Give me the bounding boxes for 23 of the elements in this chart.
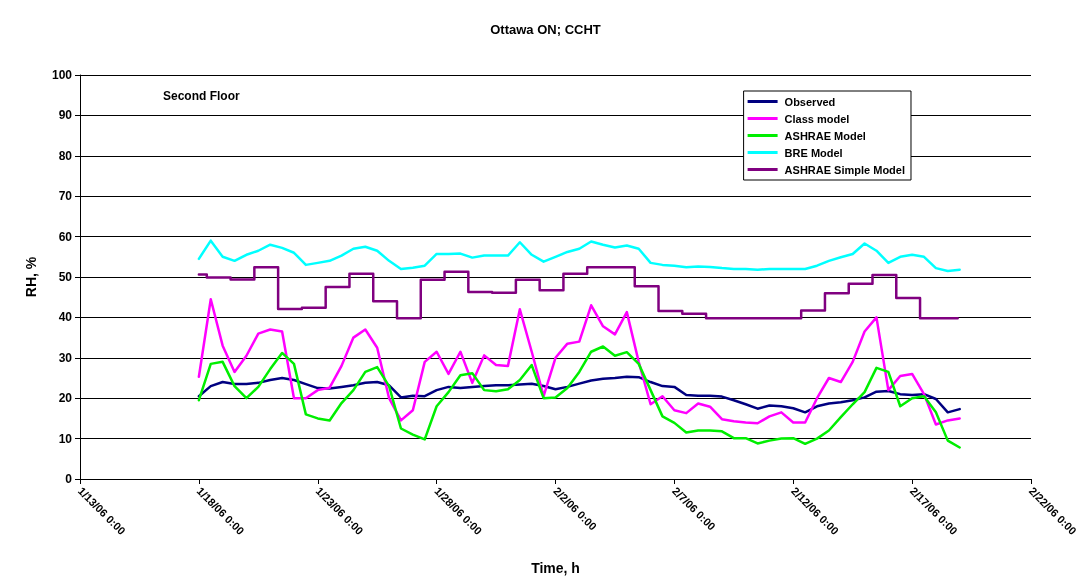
y-tick-label: 40 <box>58 310 73 325</box>
y-tick-label: 0 <box>65 472 73 486</box>
y-tick-label: 100 <box>51 68 73 82</box>
line-series <box>197 297 961 426</box>
y-tick-label: 20 <box>58 391 73 406</box>
line-series <box>197 239 961 273</box>
legend-label: BRE Model <box>784 146 843 159</box>
y-tick-label: 80 <box>58 148 73 163</box>
y-tick-label: 60 <box>58 229 73 244</box>
y-tick-label: 70 <box>58 189 73 204</box>
annotation: Second Floor <box>163 89 240 103</box>
legend-label: Observed <box>784 95 836 108</box>
x-axis-title: Time, h <box>531 560 580 576</box>
y-tick-label: 50 <box>58 270 73 284</box>
legend-label: ASHRAE Model <box>784 129 866 142</box>
legend-label: ASHRAE Simple Model <box>784 163 905 176</box>
y-axis-title: RH, % <box>23 256 39 298</box>
chart-title: Ottawa ON; CCHT <box>490 22 601 37</box>
y-tick-label: 10 <box>58 431 73 446</box>
legend-label: Class model <box>784 112 850 125</box>
y-tick-label: 30 <box>58 350 73 365</box>
line-series <box>197 345 961 449</box>
y-tick-label: 90 <box>58 108 73 123</box>
